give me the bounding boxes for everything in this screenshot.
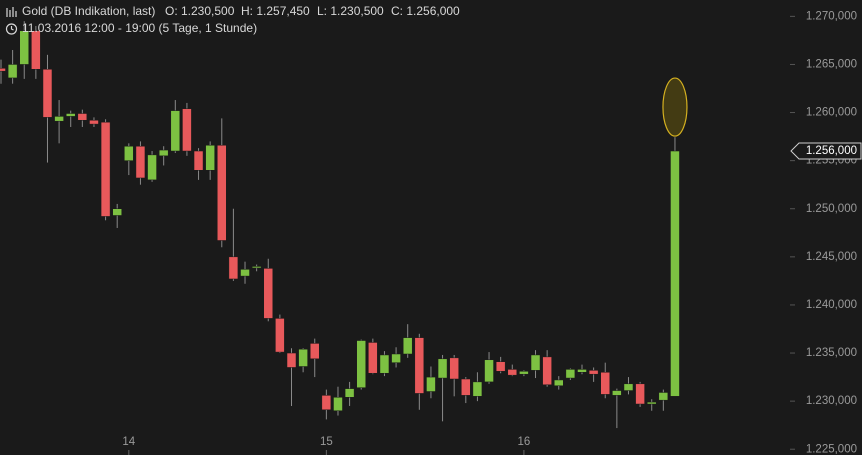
x-tick-label: 15 (320, 436, 333, 448)
candle-body (356, 340, 366, 388)
candle-body (368, 342, 378, 374)
candle-body (228, 256, 239, 280)
candle-body (42, 69, 53, 118)
candle-body (147, 154, 157, 181)
candles (0, 21, 688, 429)
candle-body (217, 145, 227, 241)
y-tick-label: 1.250,000 (806, 203, 857, 215)
candle-body (600, 372, 610, 395)
candle-body (275, 318, 285, 353)
candle-body (309, 343, 320, 360)
candle-body (495, 361, 506, 372)
candle-body (158, 149, 169, 157)
x-tick-label: 16 (518, 436, 531, 448)
candle-body (565, 369, 576, 379)
ohlc-value: C: 1.256,000 (391, 4, 460, 18)
y-tick-label: 1.235,000 (806, 347, 857, 359)
y-tick-label: 1.260,000 (806, 107, 857, 119)
candle-body (461, 378, 471, 396)
candle-body (426, 376, 436, 392)
candle-body (344, 388, 355, 398)
candle-body (484, 359, 494, 383)
candle-body (612, 390, 622, 396)
x-tick-label: 14 (122, 436, 135, 448)
ohlc-value: O: 1.230,500 (165, 4, 235, 18)
candle-body (321, 395, 332, 411)
candle-body (577, 369, 587, 373)
candle-body (286, 352, 297, 368)
candle-body (391, 353, 401, 363)
y-tick-label: 1.270,000 (806, 10, 857, 22)
candle-body (263, 268, 274, 319)
last-price-marker (790, 142, 862, 160)
y-tick-label: 1.245,000 (806, 251, 857, 263)
candle-body (0, 68, 6, 72)
candle-body (507, 369, 518, 376)
chart-subtitle: 11.03.2016 12:00 - 19:00 (5 Tage, 1 Stun… (22, 21, 257, 35)
header-icons (5, 7, 18, 35)
candle-body (298, 348, 308, 367)
ohlc-value: L: 1.230,500 (317, 4, 384, 18)
candle-body (402, 337, 413, 355)
candle-body (623, 383, 634, 391)
y-tick-label: 1.265,000 (806, 58, 857, 70)
candle-body (7, 64, 18, 79)
candle-body (658, 392, 669, 401)
candle-body (100, 121, 111, 217)
candle-body (124, 145, 134, 161)
candle-body (542, 356, 552, 386)
candle-body (112, 208, 122, 216)
candle-body (89, 119, 99, 125)
candle-body (449, 357, 459, 380)
candle-body (646, 401, 657, 405)
candle-body (333, 397, 343, 412)
candle-body (240, 269, 250, 277)
candle-body (519, 371, 529, 375)
candle-body (54, 116, 64, 122)
ohlc-header: O: 1.230,500 H: 1.257,450 L: 1.230,500 C: 1… (165, 4, 460, 18)
candle-body (379, 354, 390, 374)
candle-body (31, 30, 41, 70)
axes: 1.225,000 1.230,000 1.235,000 1.240,000 1.24… (122, 10, 862, 455)
last-price-label: 1.256,000 (806, 145, 857, 157)
candle-body (414, 337, 425, 394)
y-tick-label: 1.240,000 (806, 299, 857, 311)
candle-body (205, 145, 215, 171)
highlight-ellipse (662, 77, 688, 137)
candle-body (135, 145, 146, 179)
candle-body (19, 30, 29, 65)
chart-title: Gold (DB Indikation, last) (22, 4, 155, 18)
candle-body (182, 108, 192, 152)
candle-body (635, 383, 645, 405)
candle-body (251, 266, 262, 269)
candle-body (65, 113, 76, 117)
candle-body (554, 379, 564, 386)
candle-body (170, 110, 181, 152)
candle-body (437, 358, 448, 379)
candle-body (670, 150, 680, 397)
candle-body (77, 113, 88, 121)
candle-body (193, 150, 204, 171)
candle-body (588, 370, 599, 375)
ohlc-value: H: 1.257,450 (241, 4, 310, 18)
y-tick-label: 1.225,000 (806, 443, 857, 455)
candle-body (472, 381, 483, 397)
y-tick-label: 1.230,000 (806, 395, 857, 407)
candle-body (530, 354, 541, 371)
